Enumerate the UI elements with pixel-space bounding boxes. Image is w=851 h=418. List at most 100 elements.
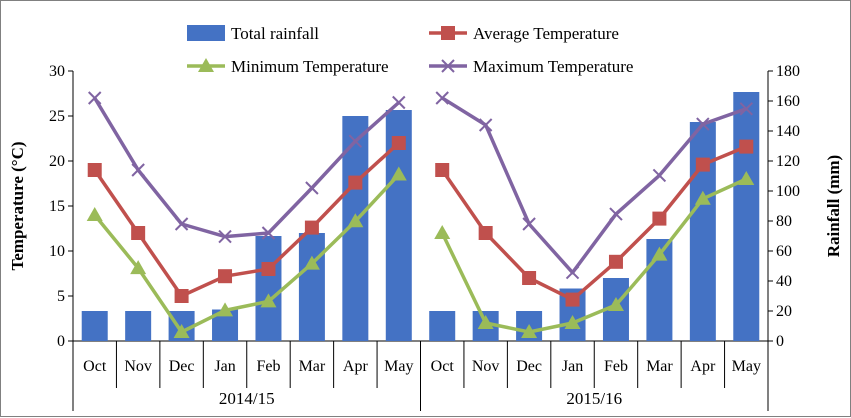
maximum-temperature-point-stroke: [261, 226, 276, 240]
rainfall-bar: [125, 311, 152, 341]
minimum-temperature-point: [130, 260, 147, 275]
legend-label-average-temperature: Average Temperature: [473, 24, 619, 43]
maximum-temperature-point-stroke: [218, 229, 232, 244]
maximum-temperature-point: [609, 207, 623, 221]
average-temperature-point: [131, 226, 146, 240]
average-temperature-point: [174, 289, 189, 303]
maximum-temperature-point: [174, 217, 189, 231]
maximum-temperature-point: [305, 181, 319, 195]
legend-marker-maximum-temperature: [441, 59, 455, 73]
maximum-temperature-point: [652, 168, 667, 183]
average-temperature-point: [87, 163, 102, 177]
rainfall-bar: [689, 122, 716, 341]
category-label: May: [384, 358, 413, 375]
maximum-temperature-point: [522, 217, 536, 231]
left-tick-label: 25: [49, 108, 65, 125]
left-axis-title: Temperature (°C): [8, 141, 27, 270]
minimum-temperature-line: [440, 177, 748, 334]
minimum-temperature-point: [564, 315, 581, 329]
maximum-temperature-line: [441, 96, 747, 275]
right-tick-label: 180: [776, 63, 800, 80]
average-temperature-point: [522, 271, 537, 285]
category-label: Feb: [256, 358, 280, 375]
maximum-temperature-point-stroke: [565, 265, 580, 280]
average-temperature-point: [304, 220, 319, 235]
average-temperature-point: [348, 175, 363, 190]
category-label: May: [732, 358, 761, 375]
minimum-temperature-point: [521, 324, 538, 338]
maximum-temperature-point-stroke: [88, 91, 102, 105]
average-temperature-point: [608, 254, 623, 269]
minimum-temperature-point: [260, 293, 277, 308]
maximum-temperature-point: [565, 265, 580, 280]
maximum-temperature-point-stroke: [522, 217, 536, 231]
average-temperature-line: [440, 144, 747, 302]
left-tick-label: 0: [57, 333, 65, 350]
rainfall-bar: [81, 311, 108, 341]
minimum-temperature-point: [390, 166, 407, 181]
maximum-temperature-point: [88, 91, 102, 105]
minimum-temperature-point: [607, 297, 624, 311]
minimum-temperature-point: [347, 213, 364, 228]
legend-marker-maximum-temperature-stroke: [441, 59, 455, 73]
minimum-temperature-point: [434, 225, 451, 239]
category-label: Dec: [169, 358, 195, 375]
maximum-temperature-point: [392, 95, 406, 110]
left-tick-label: 15: [49, 198, 65, 215]
category-label: Nov: [124, 358, 152, 375]
average-temperature-point: [565, 292, 580, 307]
right-tick-label: 100: [776, 183, 800, 200]
right-tick-label: 20: [776, 303, 792, 320]
legend-marker-minimum-temperature: [198, 58, 214, 72]
category-label: Nov: [472, 358, 500, 375]
average-temperature-point: [435, 163, 450, 177]
minimum-temperature-point: [303, 255, 320, 270]
maximum-temperature-point: [131, 163, 145, 177]
right-tick-label: 140: [776, 123, 800, 140]
maximum-temperature-point-stroke: [174, 217, 189, 231]
maximum-temperature-point: [261, 226, 276, 240]
minimum-temperature-point: [217, 302, 234, 317]
rainfall-bar: [298, 233, 325, 341]
minimum-temperature-point: [694, 190, 711, 205]
maximum-temperature-point-stroke: [348, 134, 363, 148]
right-tick-label: 60: [776, 243, 792, 260]
category-label: Apr: [343, 358, 369, 375]
minimum-temperature-point: [173, 324, 190, 338]
rainfall-bar: [255, 236, 282, 341]
legend-swatch-total-rainfall: [187, 25, 225, 41]
category-label: Oct: [83, 358, 107, 375]
right-tick-label: 160: [776, 93, 800, 110]
minimum-temperature-point: [477, 315, 494, 329]
maximum-temperature-point: [696, 117, 710, 131]
maximum-temperature-point-stroke: [696, 117, 710, 131]
maximum-temperature-point: [218, 229, 232, 244]
group-label: 2015/16: [566, 389, 622, 408]
maximum-temperature-point: [435, 91, 449, 105]
maximum-temperature-point-stroke: [478, 118, 493, 132]
category-label: Apr: [690, 358, 716, 375]
rainfall-bar: [733, 92, 760, 341]
average-temperature-point: [652, 211, 667, 226]
right-axis-title: Rainfall (mm): [824, 155, 843, 257]
minimum-temperature-line: [93, 173, 401, 334]
maximum-temperature-point: [478, 118, 493, 132]
maximum-temperature-point-stroke: [652, 168, 667, 183]
maximum-temperature-point-stroke: [131, 163, 145, 177]
group-label: 2014/15: [219, 389, 275, 408]
left-tick-label: 20: [49, 153, 65, 170]
category-label: Jan: [562, 358, 583, 375]
left-tick-label: 5: [57, 288, 65, 305]
maximum-temperature-point: [348, 134, 363, 148]
maximum-temperature-line: [93, 97, 400, 239]
maximum-temperature-point-stroke: [435, 91, 449, 105]
average-temperature-point: [391, 136, 406, 150]
average-temperature-point: [478, 226, 493, 240]
category-label: Dec: [516, 358, 542, 375]
legend-marker-average-temperature: [441, 26, 455, 40]
category-label: Oct: [431, 358, 455, 375]
category-label: Feb: [604, 358, 628, 375]
right-tick-label: 120: [776, 153, 800, 170]
